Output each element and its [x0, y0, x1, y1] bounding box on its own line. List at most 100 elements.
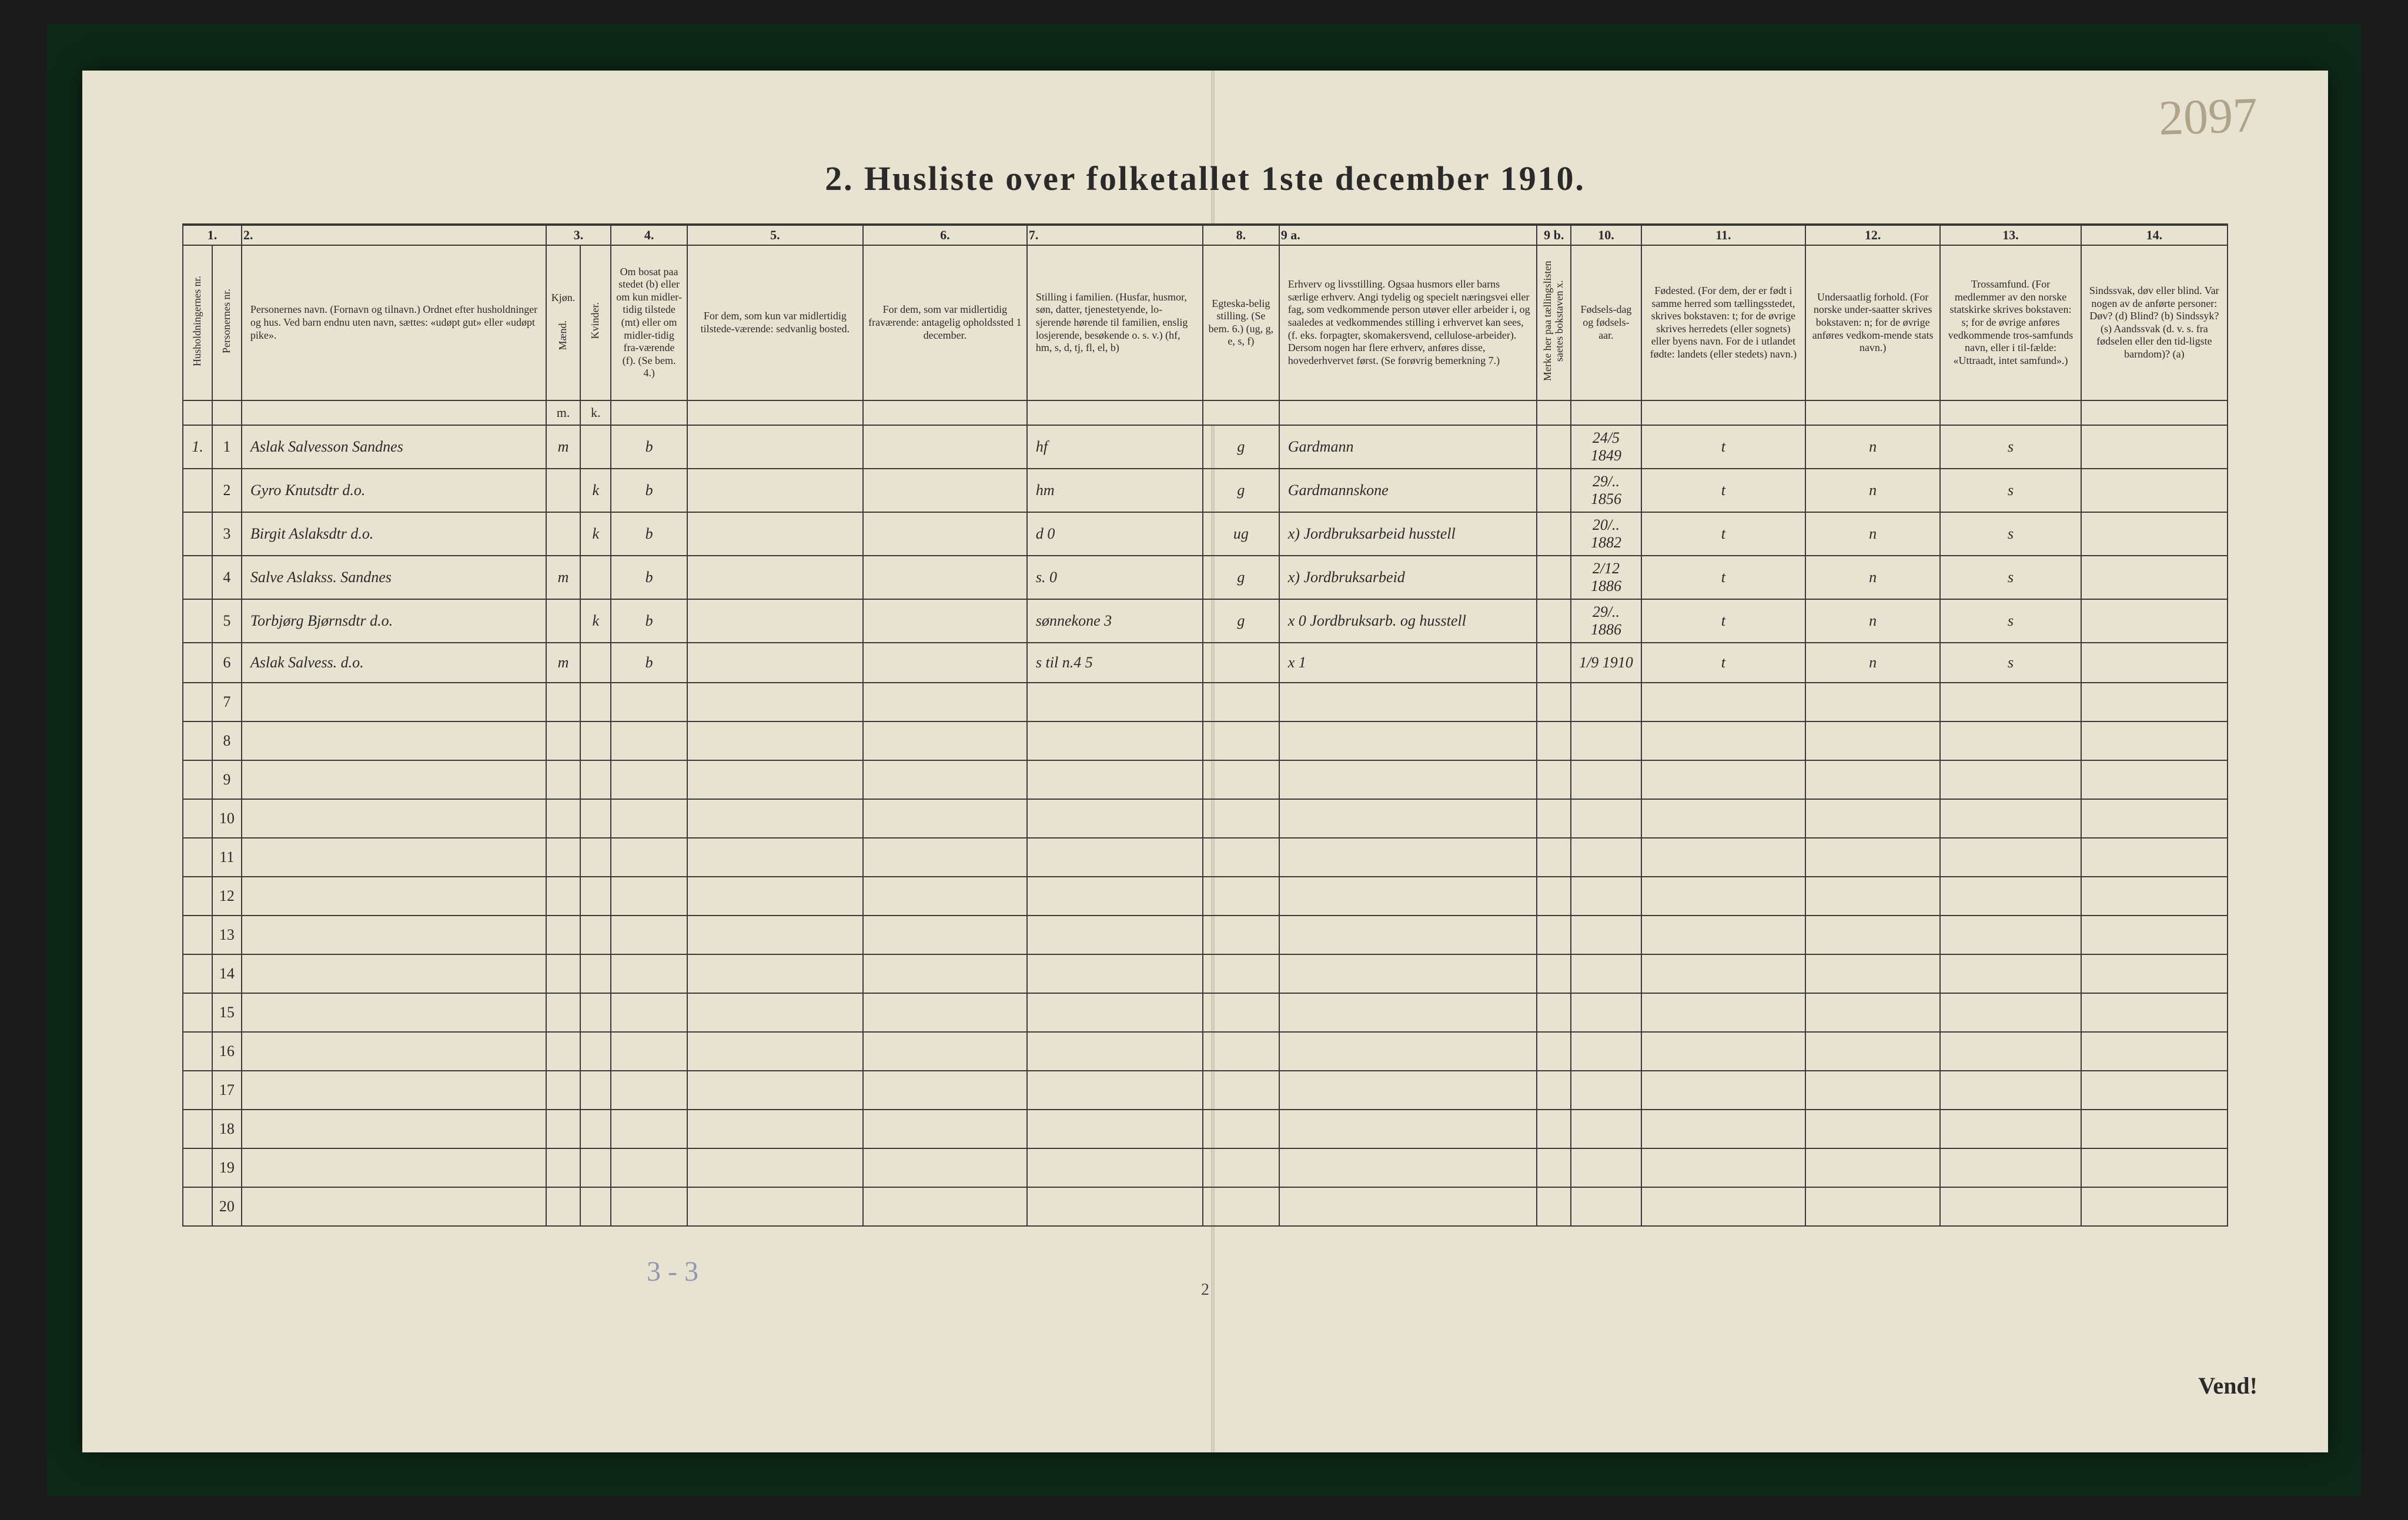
cell-sex-k: [580, 425, 611, 469]
cell-person-no: 9: [212, 760, 242, 799]
cell-mark: [1537, 512, 1571, 556]
cell-sex-m: [546, 469, 581, 512]
cell-residence: b: [611, 512, 687, 556]
colnum-5: 5.: [687, 225, 863, 245]
cell-mark: [1537, 643, 1571, 683]
cell-person-no: 12: [212, 877, 242, 916]
cell-faith: s: [1940, 643, 2081, 683]
table-row-blank: 7: [183, 683, 2228, 721]
colnum-8: 8.: [1203, 225, 1279, 245]
cell-family-position: d 0: [1027, 512, 1203, 556]
cell-household-no: [183, 599, 212, 643]
cell-residence: b: [611, 556, 687, 599]
cell-marital: g: [1203, 556, 1279, 599]
cell-disability: [2081, 469, 2228, 512]
cell-person-no: 16: [212, 1032, 242, 1071]
pencil-number-top-right: 2097: [2158, 86, 2258, 147]
cell-occupation: x 0 Jordbruksarb. og husstell: [1279, 599, 1537, 643]
cell-occupation: Gardmannskone: [1279, 469, 1537, 512]
cell-birthplace: t: [1641, 556, 1805, 599]
cell-person-no: 8: [212, 721, 242, 760]
colnum-3: 3.: [546, 225, 611, 245]
cell-mark: [1537, 556, 1571, 599]
header-1b: Personernes nr.: [221, 289, 233, 353]
cell-household-no: [183, 469, 212, 512]
table-row-blank: 12: [183, 877, 2228, 916]
table-row-blank: 16: [183, 1032, 2228, 1071]
printed-page-number: 2: [1201, 1281, 1209, 1299]
cell-temp-present: [687, 599, 863, 643]
cell-birth: 20/.. 1882: [1571, 512, 1641, 556]
cell-person-no: 20: [212, 1187, 242, 1226]
table-row-blank: 11: [183, 838, 2228, 877]
cell-mark: [1537, 425, 1571, 469]
cell-name: Aslak Salvesson Sandnes: [242, 425, 546, 469]
cell-sex-m: m: [546, 556, 581, 599]
cell-sex-m: [546, 599, 581, 643]
cell-sex-k: k: [580, 469, 611, 512]
cell-person-no: 10: [212, 799, 242, 838]
cell-person-no: 13: [212, 916, 242, 954]
cell-birthplace: t: [1641, 599, 1805, 643]
cell-nationality: n: [1805, 425, 1940, 469]
cell-disability: [2081, 556, 2228, 599]
header-5: For dem, som kun var midlertidig tilsted…: [693, 310, 858, 335]
cell-nationality: n: [1805, 643, 1940, 683]
cell-birthplace: t: [1641, 512, 1805, 556]
cell-faith: s: [1940, 512, 2081, 556]
cell-person-no: 17: [212, 1071, 242, 1110]
colnum-9b: 9 b.: [1537, 225, 1571, 245]
cell-temp-present: [687, 643, 863, 683]
cell-faith: s: [1940, 425, 2081, 469]
header-2: Personernes navn. (Fornavn og tilnavn.) …: [250, 303, 541, 342]
cell-person-no: 2: [212, 469, 242, 512]
cell-birthplace: t: [1641, 469, 1805, 512]
cell-household-no: [183, 556, 212, 599]
colnum-14: 14.: [2081, 225, 2228, 245]
table-row: 4Salve Aslakss. Sandnesmbs. 0gx) Jordbru…: [183, 556, 2228, 599]
cell-faith: s: [1940, 556, 2081, 599]
table-row-blank: 10: [183, 799, 2228, 838]
cell-faith: s: [1940, 599, 2081, 643]
header-1a: Husholdningernes nr.: [192, 276, 203, 366]
cell-nationality: n: [1805, 556, 1940, 599]
cell-temp-away: [863, 643, 1027, 683]
cell-marital: ug: [1203, 512, 1279, 556]
cell-marital: [1203, 643, 1279, 683]
colnum-2: 2.: [242, 225, 546, 245]
colnum-11: 11.: [1641, 225, 1805, 245]
cell-person-no: 5: [212, 599, 242, 643]
census-table: 1. 2. 3. 4. 5. 6. 7. 8. 9 a. 9 b. 10. 11…: [182, 223, 2228, 1227]
cell-birth: 1/9 1910: [1571, 643, 1641, 683]
cell-family-position: hm: [1027, 469, 1203, 512]
table-body: 1.1Aslak Salvesson SandnesmbhfgGardmann2…: [183, 425, 2228, 1226]
table-row-blank: 9: [183, 760, 2228, 799]
cell-temp-present: [687, 469, 863, 512]
cell-birthplace: t: [1641, 643, 1805, 683]
cell-household-no: [183, 512, 212, 556]
cell-name: Aslak Salvess. d.o.: [242, 643, 546, 683]
table-row-blank: 15: [183, 993, 2228, 1032]
table-row-blank: 18: [183, 1110, 2228, 1148]
cell-family-position: s. 0: [1027, 556, 1203, 599]
cell-person-no: 15: [212, 993, 242, 1032]
cell-sex-k: [580, 556, 611, 599]
cell-sex-m: [546, 512, 581, 556]
cell-disability: [2081, 425, 2228, 469]
cell-temp-present: [687, 512, 863, 556]
cell-sex-k: k: [580, 599, 611, 643]
table-row-blank: 14: [183, 954, 2228, 993]
header-3a: Mænd.: [557, 320, 569, 350]
cell-birth: 24/5 1849: [1571, 425, 1641, 469]
vend-label: Vend!: [2198, 1372, 2258, 1399]
colnum-12: 12.: [1805, 225, 1940, 245]
cell-sex-k: k: [580, 512, 611, 556]
cell-person-no: 11: [212, 838, 242, 877]
table-row-blank: 20: [183, 1187, 2228, 1226]
cell-person-no: 7: [212, 683, 242, 721]
cell-residence: b: [611, 643, 687, 683]
cell-sex-k: [580, 643, 611, 683]
header-13: Trossamfund. (For medlemmer av den norsk…: [1945, 278, 2075, 367]
cell-family-position: hf: [1027, 425, 1203, 469]
cell-family-position: sønnekone 3: [1027, 599, 1203, 643]
